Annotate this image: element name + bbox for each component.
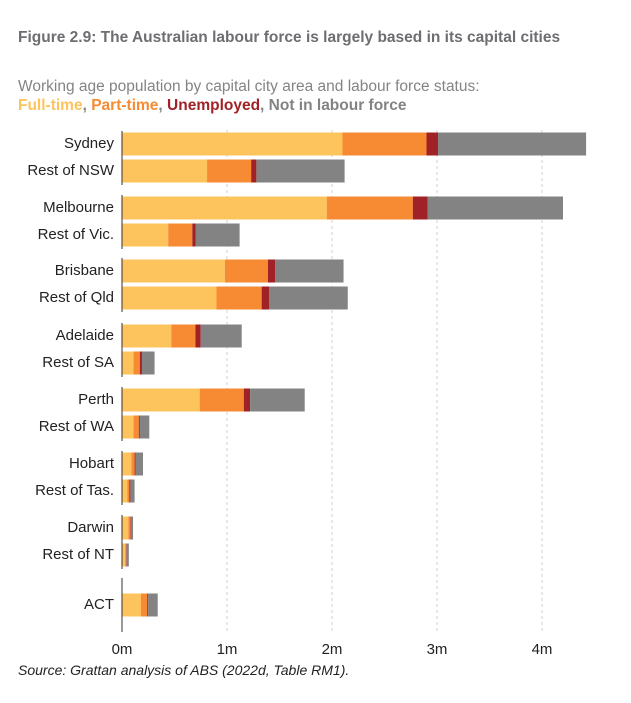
bar-segment (412, 196, 428, 220)
legend-entry: Not in labour force (268, 97, 407, 114)
bar-segment (139, 351, 142, 375)
bar-segment (125, 543, 127, 567)
legend-entry: Part-time (91, 97, 159, 114)
bar-segment (342, 132, 427, 156)
bar-segment (148, 593, 158, 617)
bar-segment (192, 223, 196, 247)
bar-segment (122, 415, 134, 439)
y-tick-label: Rest of SA (42, 354, 114, 371)
bar-segment (130, 516, 134, 540)
y-tick-label: Darwin (67, 519, 114, 536)
y-tick-label: Hobart (69, 455, 115, 472)
legend-entry: Unemployed (167, 97, 261, 114)
y-tick-label: Rest of WA (39, 418, 114, 435)
bar-segment (135, 452, 143, 476)
bar-segment (140, 593, 148, 617)
bar-segment (122, 132, 343, 156)
chart-title: Figure 2.9: The Australian labour force … (18, 29, 561, 46)
bar-segment (122, 286, 217, 310)
bar-segment (133, 351, 140, 375)
bar-segment (269, 286, 348, 310)
y-tick-label: Rest of NT (42, 546, 114, 563)
bar-segment (256, 159, 345, 183)
bar-segment (126, 543, 127, 567)
bar-segment (122, 388, 200, 412)
y-tick-label: Rest of NSW (27, 162, 115, 179)
legend-entry: Full-time (18, 97, 83, 114)
bar-segment (129, 479, 131, 503)
legend-separator: , (260, 97, 269, 114)
bar-segment (141, 351, 155, 375)
x-tick-label: 1m (217, 641, 238, 655)
bar-segment (200, 324, 242, 348)
bar-segment (122, 159, 208, 183)
bar-segment (122, 259, 225, 283)
bar-segment (195, 223, 240, 247)
bar-segment (138, 415, 140, 439)
bar-segment (122, 452, 132, 476)
bar-segment (134, 452, 136, 476)
chart-subtitle: Working age population by capital city a… (18, 78, 480, 95)
bar-segment (122, 324, 172, 348)
legend: Full-time, Part-time, Unemployed, Not in… (18, 97, 406, 115)
bar-segment (243, 388, 251, 412)
bar-segment (438, 132, 587, 156)
y-tick-label: Brisbane (55, 262, 114, 279)
bar-segment (251, 159, 257, 183)
bar-segment (128, 516, 131, 540)
x-tick-label: 0m (112, 641, 133, 655)
bar-segment (216, 286, 262, 310)
bar-segment (199, 388, 244, 412)
bar-segment (171, 324, 196, 348)
y-tick-label: Perth (78, 391, 114, 408)
bar-segment (326, 196, 413, 220)
bar-segment (122, 196, 327, 220)
bar-segment (127, 479, 130, 503)
bar-segment (147, 593, 149, 617)
x-tick-label: 3m (427, 641, 448, 655)
bar-segment (122, 479, 128, 503)
source-note: Source: Grattan analysis of ABS (2022d, … (18, 662, 350, 678)
bar-segment (133, 415, 139, 439)
y-tick-label: Rest of Tas. (35, 482, 114, 499)
y-tick-label: Rest of Qld (39, 289, 114, 306)
bar-segment (122, 543, 126, 567)
y-tick-label: Melbourne (43, 199, 114, 216)
bar-segment (130, 516, 131, 540)
x-tick-label: 2m (322, 641, 343, 655)
bar-segment (122, 351, 134, 375)
bar-segment (131, 452, 135, 476)
y-tick-label: Adelaide (56, 327, 114, 344)
bar-segment (126, 543, 129, 567)
bar-segment (122, 593, 141, 617)
bar-segment (168, 223, 193, 247)
bar-segment (250, 388, 305, 412)
chart: 0m 1m 2m 3m 4m Sydney Rest of NSW Melbourne Rest… (27, 130, 587, 655)
y-tick-label: Sydney (64, 135, 115, 152)
x-tick-label: 4m (532, 641, 553, 655)
bar-segment (267, 259, 276, 283)
bar-segment (426, 132, 439, 156)
y-tick-label: ACT (84, 596, 114, 613)
legend-separator: , (158, 97, 168, 114)
bar-segment (195, 324, 201, 348)
bar-segment (207, 159, 252, 183)
bar-segment (122, 516, 129, 540)
bar-segment (427, 196, 563, 220)
bar-segment (122, 223, 169, 247)
bar-segment (261, 286, 269, 310)
bar-segment (224, 259, 268, 283)
y-tick-label: Rest of Vic. (38, 226, 114, 243)
bar-segment (130, 479, 135, 503)
bar-segment (275, 259, 344, 283)
bar-segment (139, 415, 150, 439)
legend-separator: , (82, 97, 92, 114)
